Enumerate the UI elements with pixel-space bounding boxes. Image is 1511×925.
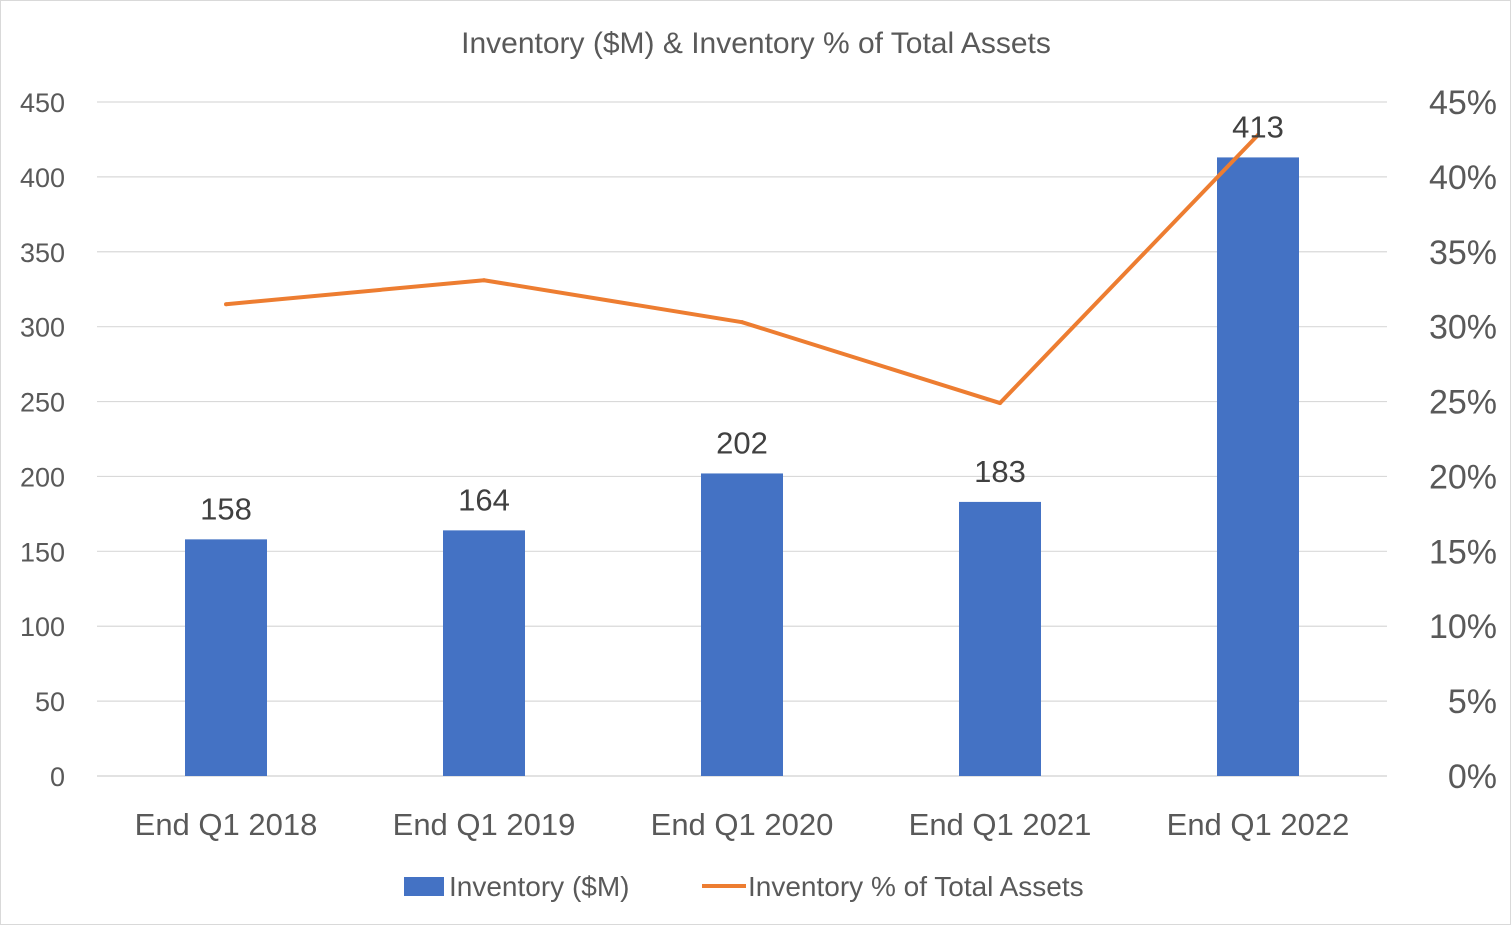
category-label: End Q1 2019 (393, 807, 576, 842)
right-tick-label: 35% (1429, 234, 1497, 272)
legend-swatch-inventory (404, 877, 444, 896)
bar-data-label: 202 (716, 425, 768, 460)
left-tick-label: 150 (20, 537, 65, 567)
left-tick-label: 400 (20, 163, 65, 193)
right-tick-label: 25% (1429, 384, 1497, 422)
bar-series-inventory (185, 157, 1299, 776)
left-tick-label: 200 (20, 462, 65, 492)
bar (701, 473, 783, 776)
bar (959, 501, 1041, 776)
left-tick-label: 50 (35, 687, 65, 717)
bar-data-label: 183 (974, 454, 1026, 489)
left-tick-label: 450 (20, 88, 65, 118)
right-tick-label: 30% (1429, 309, 1497, 347)
right-tick-label: 15% (1429, 533, 1497, 571)
legend: Inventory ($M) Inventory % of Total Asse… (404, 871, 1084, 902)
right-tick-label: 20% (1429, 458, 1497, 496)
chart-title: Inventory ($M) & Inventory % of Total As… (461, 27, 1051, 60)
line-point (1256, 132, 1260, 137)
right-axis: 0% 5% 10% 15% 20% 25% 30% 35% 40% 45% (1429, 84, 1497, 796)
data-labels: 158 164 202 183 413 (200, 109, 1284, 526)
gridlines (97, 101, 1387, 777)
legend-label-inventory-pct: Inventory % of Total Assets (748, 871, 1084, 902)
right-tick-label: 40% (1429, 159, 1497, 197)
left-axis: 0 50 100 150 200 250 300 350 400 450 (20, 88, 65, 792)
category-label: End Q1 2022 (1167, 807, 1350, 842)
left-tick-label: 300 (20, 313, 65, 343)
bar-data-label: 164 (458, 482, 510, 517)
right-tick-label: 5% (1448, 683, 1497, 721)
bar-data-label: 413 (1232, 109, 1284, 144)
series-line (225, 133, 1260, 406)
line-point (998, 401, 1002, 406)
bar (1217, 157, 1299, 776)
x-axis: End Q1 2018 End Q1 2019 End Q1 2020 End Q1 … (135, 807, 1350, 842)
right-tick-label: 10% (1429, 608, 1497, 646)
line-point (740, 320, 744, 325)
right-tick-label: 0% (1448, 758, 1497, 796)
category-label: End Q1 2021 (909, 807, 1092, 842)
left-tick-label: 0 (50, 762, 65, 792)
category-label: End Q1 2020 (651, 807, 834, 842)
right-tick-label: 45% (1429, 84, 1497, 122)
bar (443, 530, 525, 776)
category-label: End Q1 2018 (135, 807, 318, 842)
left-tick-label: 350 (20, 238, 65, 268)
line-point (224, 302, 228, 307)
left-tick-label: 250 (20, 388, 65, 418)
line-series-inventory-pct (224, 132, 1260, 406)
legend-label-inventory: Inventory ($M) (449, 871, 630, 902)
bar-data-label: 158 (200, 491, 252, 526)
line-point (482, 278, 486, 283)
left-tick-label: 100 (20, 612, 65, 642)
bar (185, 539, 267, 776)
